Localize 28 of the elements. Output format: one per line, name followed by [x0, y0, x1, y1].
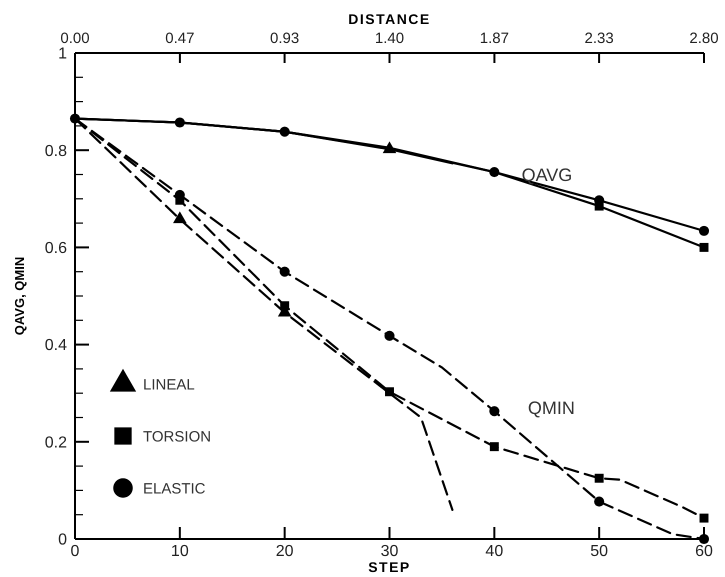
legend-label: TORSION	[143, 428, 212, 446]
y-tick-label: 0	[58, 532, 68, 549]
annotation: QAVG	[522, 164, 572, 185]
y-axis-title: QAVG, QMIN	[12, 256, 27, 336]
x2-tick-label: 1.87	[480, 30, 510, 47]
x-tick-label: 10	[170, 543, 189, 560]
x2-tick-label: 0.00	[60, 30, 90, 47]
y-tick-label: 0.8	[44, 142, 68, 160]
x-tick-label: 20	[276, 543, 294, 560]
x-tick-label: 40	[485, 543, 504, 560]
x-tick-label: 60	[695, 543, 713, 560]
x2-tick-label: 2.33	[584, 30, 614, 47]
y-tick-label: 0.6	[44, 240, 68, 257]
x-axis-title: STEP	[368, 559, 411, 575]
x2-tick-label: 1.40	[374, 30, 404, 47]
legend-label: ELASTIC	[143, 480, 206, 498]
y-tick-label: 0.4	[44, 337, 68, 354]
y-tick-label: 0.2	[44, 434, 68, 452]
x2-tick-label: 2.80	[689, 30, 719, 47]
x2-tick-label: 0.47	[165, 30, 195, 47]
annotation: QMIN	[528, 398, 575, 418]
x2-axis-title: DISTANCE	[348, 11, 431, 27]
x2-tick-label: 0.93	[270, 30, 300, 47]
legend-label: LINEAL	[143, 376, 195, 394]
x-tick-label: 30	[380, 543, 398, 560]
x-tick-label: 50	[590, 543, 608, 560]
x-tick-label: 0	[70, 543, 80, 560]
y-tick-label: 1	[58, 46, 68, 63]
